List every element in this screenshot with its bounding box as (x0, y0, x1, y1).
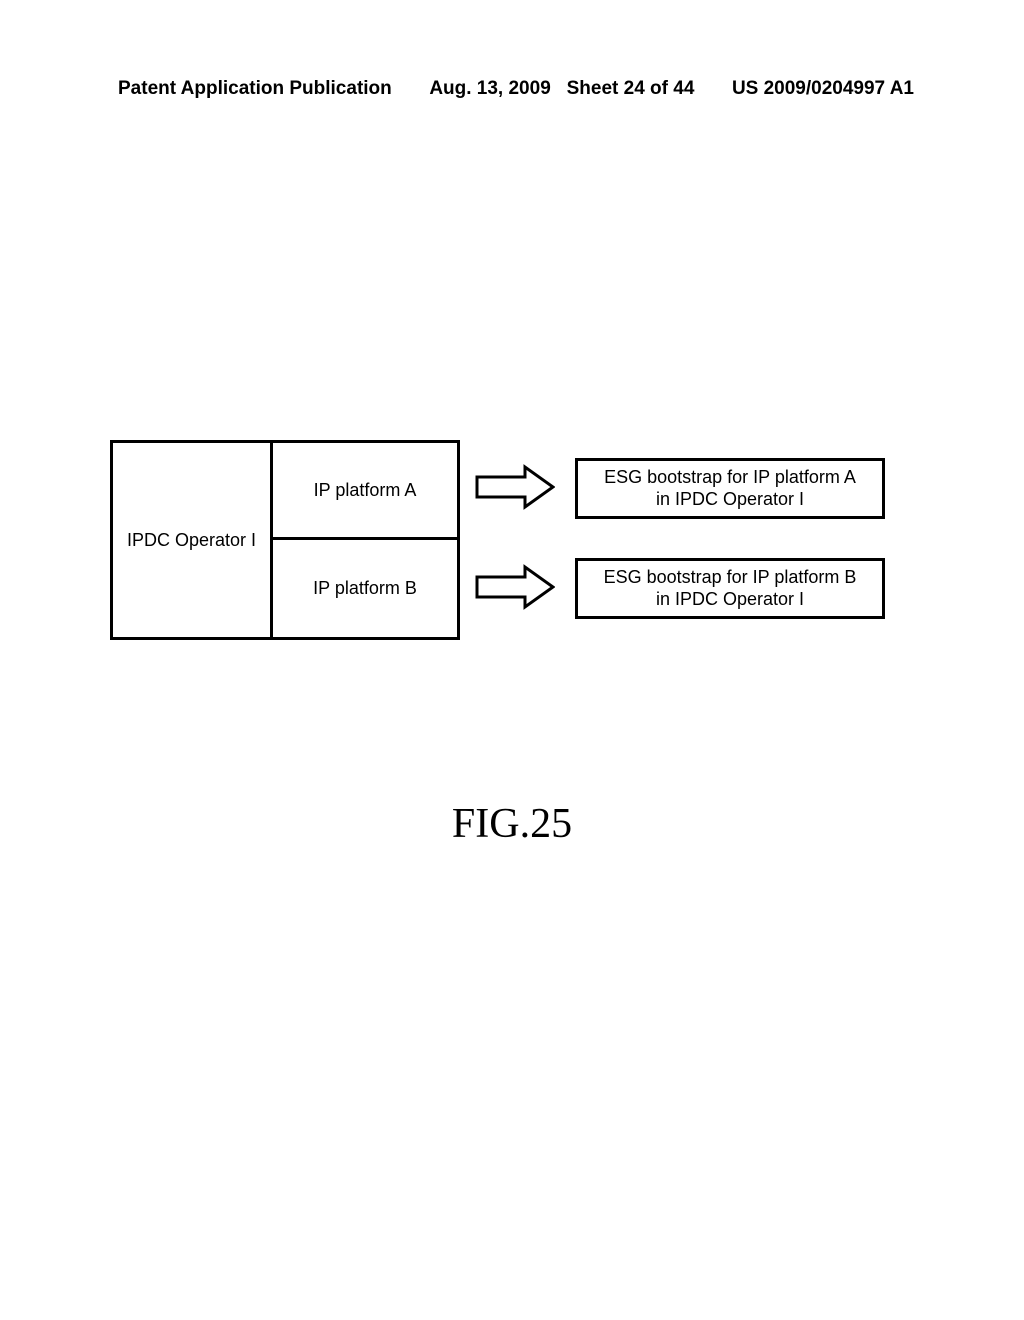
esg-box-a: ESG bootstrap for IP platform A in IPDC … (575, 458, 885, 519)
header-date-sheet: Aug. 13, 2009 Sheet 24 of 44 (429, 78, 694, 100)
header-publication: Patent Application Publication (118, 78, 392, 100)
arrow-b (475, 562, 555, 612)
platform-a-cell: IP platform A (273, 443, 457, 540)
figure-label: FIG.25 (0, 800, 1024, 848)
figure-diagram: IPDC Operator I IP platform A IP platfor… (110, 440, 920, 660)
page-header: Patent Application Publication Aug. 13, … (0, 78, 1024, 100)
operator-cell: IPDC Operator I (113, 443, 273, 637)
header-docnum: US 2009/0204997 A1 (732, 78, 914, 100)
esg-a-line1: ESG bootstrap for IP platform A (604, 467, 856, 487)
esg-box-b: ESG bootstrap for IP platform B in IPDC … (575, 558, 885, 619)
esg-b-line1: ESG bootstrap for IP platform B (604, 567, 857, 587)
header-date: Aug. 13, 2009 (429, 78, 550, 99)
header-sheet: Sheet 24 of 44 (567, 78, 695, 99)
patent-page: Patent Application Publication Aug. 13, … (0, 0, 1024, 1320)
operator-table: IPDC Operator I IP platform A IP platfor… (110, 440, 460, 640)
platform-b-cell: IP platform B (273, 540, 457, 637)
esg-b-line2: in IPDC Operator I (656, 589, 804, 609)
esg-a-line2: in IPDC Operator I (656, 489, 804, 509)
arrow-a (475, 462, 555, 512)
